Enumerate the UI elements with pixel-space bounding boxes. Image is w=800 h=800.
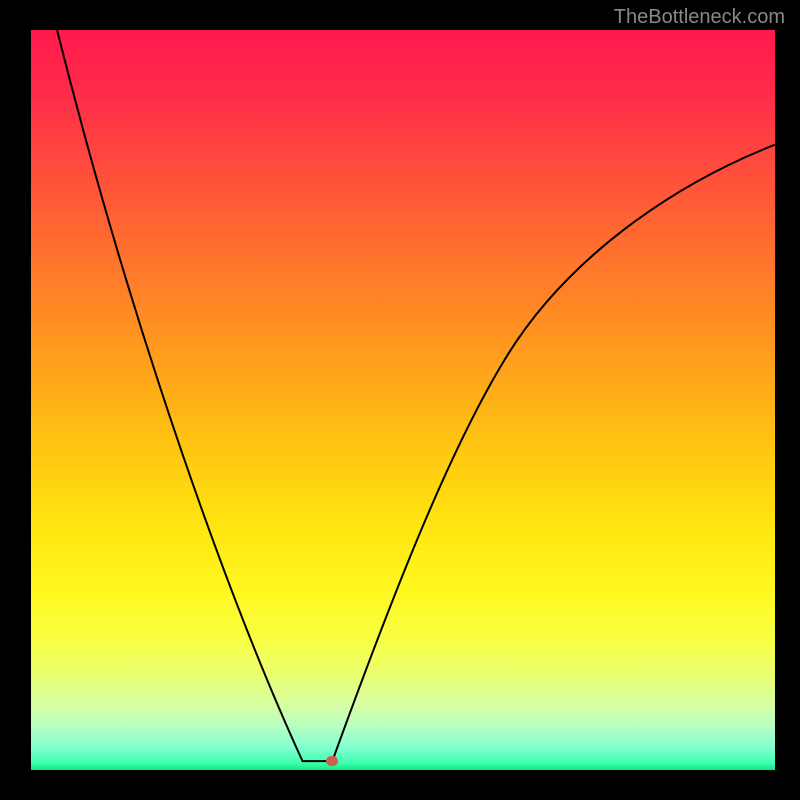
curve-line [31,30,775,770]
watermark-text: TheBottleneck.com [614,6,785,29]
valley-marker [326,756,338,766]
plot-area [31,30,775,770]
chart-container: TheBottleneck.com [0,0,800,800]
